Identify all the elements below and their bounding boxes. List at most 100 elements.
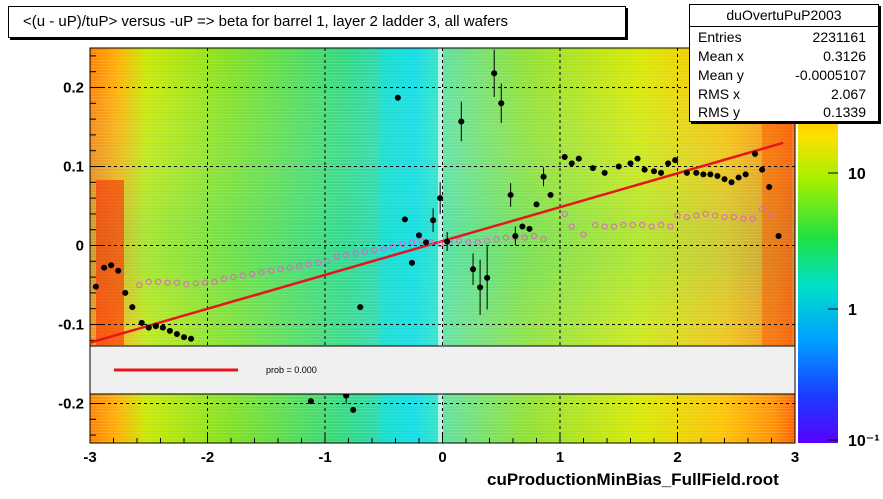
- data-point: [92, 283, 99, 290]
- data-point: [707, 171, 714, 178]
- open-point: [192, 280, 199, 287]
- open-point: [220, 275, 228, 282]
- open-point: [145, 278, 152, 285]
- open-point: [230, 274, 237, 281]
- stat-row-entries: Entries 2231161: [690, 29, 878, 47]
- black-profile-series: [92, 49, 782, 413]
- data-point: [540, 173, 547, 180]
- data-point: [166, 327, 173, 334]
- open-profile-series: [136, 206, 775, 289]
- data-point: [615, 163, 622, 170]
- data-point: [728, 179, 735, 186]
- stat-row-mean-y: Mean y -0.0005107: [690, 67, 878, 85]
- open-point: [610, 223, 618, 230]
- open-point: [314, 259, 322, 266]
- stat-label: RMS x: [698, 86, 740, 102]
- open-point: [561, 210, 568, 217]
- chart-title: <(u - uP)/tuP> versus -uP => beta for ba…: [23, 13, 508, 30]
- open-point: [305, 261, 312, 268]
- data-point: [394, 94, 401, 101]
- open-point: [155, 278, 162, 285]
- data-point: [401, 216, 408, 223]
- x-tick-label: -2: [201, 449, 214, 466]
- data-point: [512, 233, 519, 240]
- data-point: [423, 239, 430, 246]
- data-point: [458, 118, 465, 125]
- open-point: [183, 281, 190, 288]
- open-point: [702, 210, 709, 217]
- data-point: [101, 264, 108, 271]
- open-point: [693, 212, 700, 219]
- data-point: [430, 217, 437, 224]
- data-point: [533, 201, 540, 208]
- stats-separator: [690, 26, 878, 27]
- data-point: [568, 160, 575, 167]
- z-tick-label: 1: [848, 302, 857, 319]
- stat-row-rms-x: RMS x 2.067: [690, 86, 878, 104]
- open-point: [249, 270, 256, 278]
- legend-text: prob = 0.000: [266, 365, 317, 375]
- data-point: [477, 284, 484, 291]
- open-point: [361, 248, 369, 255]
- open-point: [352, 250, 359, 257]
- data-point: [589, 165, 596, 172]
- data-point: [122, 289, 129, 296]
- data-point: [519, 223, 526, 230]
- open-point: [568, 223, 575, 230]
- open-point: [540, 236, 547, 243]
- x-tick-label: 2: [673, 449, 681, 466]
- open-point: [239, 272, 246, 279]
- data-point: [108, 262, 115, 269]
- data-point: [129, 304, 136, 311]
- open-point: [136, 281, 143, 289]
- stats-name: duOvertuPuP2003: [726, 7, 842, 23]
- stat-row-mean-x: Mean x 0.3126: [690, 48, 878, 66]
- open-point: [286, 264, 293, 271]
- data-point: [742, 171, 749, 178]
- data-point: [775, 233, 782, 240]
- open-point: [749, 215, 756, 222]
- data-point: [491, 70, 498, 77]
- x-axis: -3 -2 -1 0 1 2 3: [83, 433, 799, 466]
- open-point: [437, 240, 444, 248]
- stat-row-rms-y: RMS y 0.1339: [690, 104, 878, 122]
- data-point: [145, 324, 152, 331]
- data-point: [641, 166, 648, 173]
- open-point: [768, 210, 775, 217]
- x-tick-label: -1: [318, 449, 331, 466]
- x-tick-label: 1: [556, 449, 564, 466]
- open-point: [333, 253, 340, 260]
- data-point: [651, 168, 657, 175]
- stat-value: 0.3126: [823, 48, 866, 64]
- open-point: [620, 221, 627, 229]
- data-point: [601, 169, 608, 176]
- data-point: [714, 172, 721, 179]
- open-point: [521, 234, 528, 241]
- open-point: [712, 212, 719, 219]
- open-point: [721, 213, 728, 221]
- open-point: [601, 223, 608, 230]
- stats-box: duOvertuPuP2003 Entries 2231161 Mean x 0…: [689, 4, 879, 122]
- open-point: [484, 237, 491, 244]
- data-point: [665, 160, 672, 167]
- data-point: [561, 154, 568, 161]
- open-point: [371, 247, 378, 254]
- data-point: [188, 335, 195, 342]
- open-point: [474, 239, 481, 246]
- y-tick-label: 0: [76, 238, 84, 255]
- open-point: [592, 221, 599, 229]
- y-tick-label: 0.2: [63, 80, 84, 97]
- open-point: [173, 279, 181, 286]
- open-point: [730, 213, 738, 221]
- open-point: [531, 232, 538, 240]
- stat-value: 0.1339: [823, 104, 866, 120]
- data-point: [700, 171, 707, 178]
- x-tick-label: 3: [791, 449, 799, 466]
- stat-label: Entries: [698, 29, 742, 45]
- data-point: [627, 160, 634, 167]
- open-point: [493, 236, 500, 243]
- data-point: [658, 169, 665, 176]
- open-point: [343, 251, 350, 259]
- open-point: [455, 237, 463, 244]
